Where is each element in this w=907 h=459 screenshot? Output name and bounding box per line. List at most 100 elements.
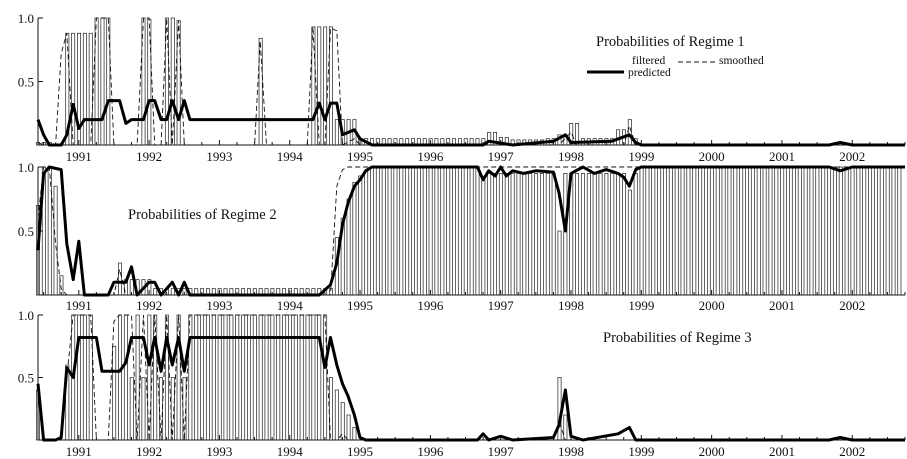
y-tick-label: 1.0 — [18, 308, 34, 323]
filtered-bar — [645, 166, 650, 296]
x-tick-label: 1991 — [66, 298, 92, 313]
filtered-bar — [211, 314, 216, 441]
filtered-bar — [475, 166, 480, 296]
legend: filtered smoothed predicted — [587, 55, 764, 79]
filtered-bar — [563, 414, 568, 441]
filtered-bar — [141, 377, 146, 441]
regime-panel-2: 0.5 1.0 1991 1992 1993 1994 1995 1996 1997 1998 19… — [18, 160, 906, 313]
y-tick-label: 0.5 — [18, 75, 34, 90]
filtered-bar — [147, 314, 152, 441]
filtered-bar — [498, 173, 503, 296]
filtered-bar — [580, 173, 585, 296]
filtered-bar — [258, 37, 263, 146]
filtered-bar — [856, 166, 861, 296]
filtered-bar — [487, 131, 492, 146]
filtered-bar — [411, 166, 415, 296]
filtered-bar — [82, 314, 87, 441]
filtered-bar — [838, 166, 843, 296]
filtered-bar — [663, 166, 667, 296]
filtered-bars — [36, 314, 568, 441]
x-tick-label: 1998 — [558, 444, 584, 459]
x-tick-label: 2000 — [699, 444, 725, 459]
y-tick-label: 1.0 — [18, 11, 34, 26]
filtered-bar — [786, 166, 790, 296]
filtered-bar — [352, 427, 357, 441]
filtered-bar — [334, 119, 339, 146]
filtered-bar — [153, 288, 158, 296]
x-tick-label: 1994 — [277, 149, 304, 164]
smoothed-line — [37, 17, 905, 146]
filtered-bar — [797, 166, 802, 296]
filtered-bar — [762, 166, 767, 296]
filtered-bar — [891, 166, 896, 296]
filtered-bar — [399, 166, 404, 296]
filtered-bar — [873, 166, 878, 296]
filtered-bar — [88, 32, 93, 146]
filtered-bar — [598, 173, 603, 296]
filtered-bar — [715, 166, 720, 296]
filtered-bars — [36, 166, 902, 296]
x-tick-label: 2001 — [769, 298, 795, 313]
filtered-bar — [164, 314, 169, 441]
y-tick-label: 1.0 — [18, 160, 34, 175]
filtered-bar — [885, 166, 890, 296]
filtered-bar — [575, 173, 580, 296]
filtered-bar — [809, 166, 814, 296]
filtered-bar — [188, 314, 193, 441]
filtered-bar — [118, 314, 122, 441]
x-tick-label: 1997 — [488, 298, 515, 313]
filtered-bar — [147, 279, 152, 296]
x-tick-label: 1991 — [66, 149, 92, 164]
filtered-bar — [276, 314, 281, 441]
filtered-bar — [235, 314, 240, 441]
filtered-bar — [844, 166, 849, 296]
legend-filtered-label: filtered — [632, 55, 665, 67]
predicted-line — [36, 165, 905, 297]
filtered-bar — [317, 314, 322, 441]
filtered-bar — [528, 173, 533, 296]
filtered-bar — [170, 288, 175, 296]
filtered-bar — [100, 17, 105, 146]
filtered-bar — [428, 166, 433, 296]
filtered-bar — [745, 166, 749, 296]
filtered-bar — [346, 198, 351, 296]
filtered-bar — [756, 166, 761, 296]
filtered-bar — [539, 173, 544, 296]
filtered-bar — [727, 166, 732, 296]
filtered-bar — [59, 275, 64, 296]
filtered-bar — [258, 314, 263, 441]
filtered-bar — [897, 166, 902, 296]
legend-predicted-label: predicted — [628, 67, 671, 79]
filtered-bar — [522, 173, 527, 296]
filtered-bar — [293, 314, 298, 441]
filtered-bar — [680, 166, 685, 296]
filtered-bar — [674, 166, 679, 296]
filtered-bar — [698, 166, 703, 296]
filtered-bar — [551, 173, 556, 296]
filtered-bar — [463, 166, 468, 296]
panel-title: Probabilities of Regime 1 — [596, 34, 745, 50]
filtered-bar — [633, 173, 638, 296]
filtered-bar — [557, 230, 562, 296]
panels-group: 0.5 1.0 1991 1992 1993 1994 1995 1996 1997 1998 19… — [18, 11, 906, 459]
filtered-bar — [311, 314, 316, 441]
filtered-bar — [504, 173, 509, 296]
filtered-bar — [194, 314, 199, 441]
predicted-line — [36, 336, 905, 442]
filtered-bar — [868, 166, 873, 296]
filtered-bar — [123, 314, 128, 441]
filtered-bar — [627, 189, 632, 296]
filtered-bar — [370, 166, 374, 296]
filtered-bar — [36, 142, 40, 146]
filtered-bar — [586, 173, 591, 296]
filtered-bar — [53, 185, 58, 296]
filtered-bar — [622, 173, 626, 296]
x-tick-label: 1998 — [558, 149, 584, 164]
filtered-bar — [709, 166, 714, 296]
filtered-bar — [364, 170, 369, 296]
smoothed-line — [37, 314, 905, 441]
filtered-bar — [850, 166, 855, 296]
filtered-bar — [704, 166, 708, 296]
filtered-bar — [65, 32, 70, 146]
x-tick-label: 2002 — [839, 298, 865, 313]
